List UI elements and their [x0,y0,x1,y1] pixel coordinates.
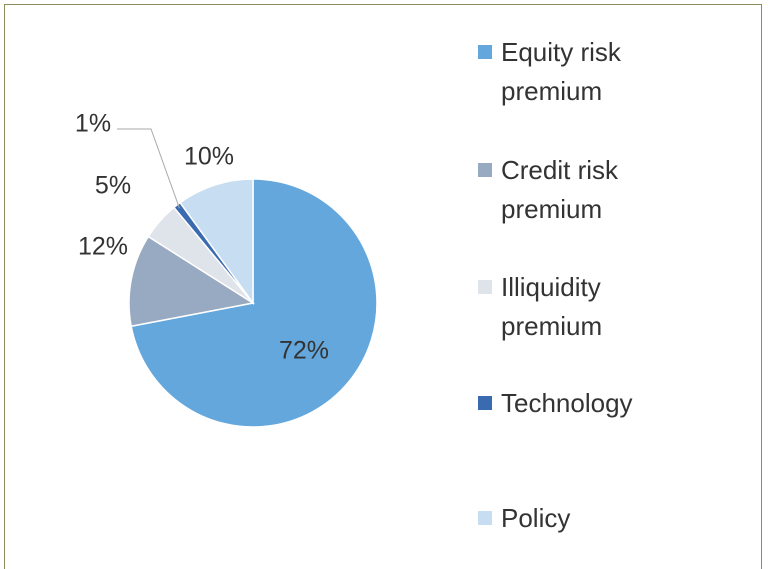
legend-label: Policy [501,503,571,533]
legend-swatch [478,280,492,294]
leader-line [117,128,180,209]
pie-slice [128,235,256,328]
legend-label: Equity risk premium [501,37,621,106]
data-label: 1% [75,110,111,138]
legend-label: Credit risk premium [501,155,619,224]
pie-slice [179,178,254,306]
legend-label: Illiquidity premium [501,272,603,341]
legend-swatch [478,45,492,59]
data-label: 10% [184,143,234,171]
data-label: 12% [78,233,128,261]
data-label: 72% [279,337,329,365]
data-label: 5% [95,172,131,200]
legend-label: Technology [501,388,633,418]
legend-swatch [478,511,492,525]
legend-swatch [478,163,492,177]
chart-border [4,4,762,569]
legend-swatch [478,396,492,410]
